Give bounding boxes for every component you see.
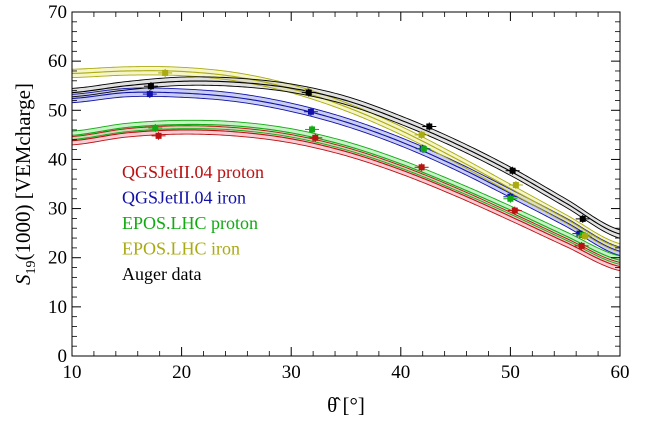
y-tick-label: 10 (48, 297, 67, 318)
curve-qgsjetii-04-proton (71, 129, 621, 268)
y-axis-label-subscript: 19 (24, 260, 39, 274)
uncertainty-bands (72, 66, 620, 271)
y-axis-label-text: (1000) [VEMcharge] (11, 83, 35, 260)
point-auger-data (301, 88, 316, 97)
point-marker-epos-lhc-proton (152, 124, 159, 131)
y-tick-label: 60 (48, 51, 67, 72)
curve-lower-qgsjetii-04-iron (71, 95, 621, 256)
y-tick-label: 40 (48, 149, 67, 170)
point-epos-lhc-proton (148, 123, 163, 132)
curve-upper-epos-lhc-proton (71, 119, 621, 257)
point-qgsjetii-04-iron (303, 107, 318, 116)
point-auger-data (422, 122, 437, 131)
point-marker-epos-lhc-proton (507, 195, 514, 202)
point-epos-lhc-proton (416, 145, 431, 154)
x-tick-label: 60 (611, 362, 630, 383)
point-marker-qgsjetii-04-iron (576, 230, 583, 237)
point-epos-lhc-iron (414, 130, 429, 139)
point-marker-epos-lhc-iron (162, 69, 169, 76)
y-tick-label: 20 (48, 248, 67, 269)
plot-frame (71, 11, 621, 357)
curve-upper-auger-data (71, 76, 621, 231)
legend-entry-epos-lhc-proton: EPOS.LHC proton (122, 213, 258, 233)
point-qgsjetii-04-proton (308, 133, 323, 142)
point-marker-qgsjetii-04-iron (146, 91, 153, 98)
y-tick-label: 0 (58, 346, 68, 367)
x-tick-label: 50 (501, 362, 520, 383)
legend: QGSJetII.04 proton QGSJetII.04 iron EPOS.L… (122, 162, 264, 284)
point-marker-auger-data (579, 215, 586, 222)
point-marker-qgsjetii-04-proton (312, 134, 319, 141)
curve-upper-epos-lhc-iron (71, 66, 621, 245)
axis-ticks (71, 11, 621, 357)
band-qgsjetii-04-proton (72, 125, 620, 271)
point-qgsjetii-04-proton (414, 163, 429, 172)
curve-lower-auger-data (71, 84, 621, 239)
point-epos-lhc-proton (503, 194, 518, 203)
point-marker-qgsjetii-04-proton (578, 242, 585, 249)
x-tick-label: 40 (391, 362, 410, 383)
point-auger-data (143, 82, 158, 91)
point-marker-epos-lhc-proton (420, 146, 427, 153)
y-tick-label: 70 (48, 2, 67, 23)
point-qgsjetii-04-proton (151, 131, 166, 140)
point-marker-epos-lhc-iron (512, 181, 519, 188)
y-tick-label: 30 (48, 199, 67, 220)
point-marker-qgsjetii-04-proton (418, 164, 425, 171)
legend-entry-qgsjetii-04-iron: QGSJetII.04 iron (122, 188, 246, 208)
point-marker-auger-data (305, 89, 312, 96)
curve-lower-epos-lhc-proton (71, 128, 621, 265)
legend-entry-qgsjetii-04-proton: QGSJetII.04 proton (122, 162, 264, 182)
band-epos-lhc-proton (72, 120, 620, 265)
point-qgsjetii-04-proton (507, 206, 522, 215)
point-marker-qgsjetii-04-proton (511, 207, 518, 214)
point-epos-lhc-iron (158, 68, 173, 77)
point-marker-auger-data (426, 123, 433, 130)
point-marker-qgsjetii-04-iron (307, 108, 314, 115)
y-axis-label: S19(1000) [VEMcharge] (11, 83, 39, 285)
legend-entry-auger-data: Auger data (122, 264, 201, 284)
x-tick-label: 30 (282, 362, 301, 383)
legend-entry-epos-lhc-iron: EPOS.LHC iron (122, 239, 240, 259)
point-epos-lhc-proton (305, 125, 320, 134)
point-qgsjetii-04-proton (574, 241, 589, 250)
x-tick-label: 20 (172, 362, 191, 383)
point-marker-epos-lhc-proton (309, 126, 316, 133)
data-points (142, 68, 592, 250)
point-marker-qgsjetii-04-proton (155, 132, 162, 139)
point-auger-data (505, 166, 520, 175)
curve-lower-qgsjetii-04-proton (71, 133, 621, 272)
point-marker-epos-lhc-iron (418, 131, 425, 138)
curve-epos-lhc-proton (71, 123, 621, 261)
point-marker-auger-data (509, 167, 516, 174)
point-marker-auger-data (147, 83, 154, 90)
point-qgsjetii-04-iron (142, 90, 157, 99)
x-tick-label: 10 (63, 362, 82, 383)
band-qgsjetii-04-iron (72, 87, 620, 256)
point-epos-lhc-iron (577, 232, 592, 241)
point-auger-data (575, 214, 590, 223)
y-axis-label-symbol: S (11, 274, 35, 285)
point-epos-lhc-iron (508, 180, 523, 189)
point-marker-epos-lhc-iron (581, 233, 588, 240)
x-axis-label: θ̂ [°] (327, 393, 365, 417)
y-tick-label: 50 (48, 100, 67, 121)
curve-upper-qgsjetii-04-proton (71, 125, 621, 263)
curve-auger-data (71, 80, 621, 235)
